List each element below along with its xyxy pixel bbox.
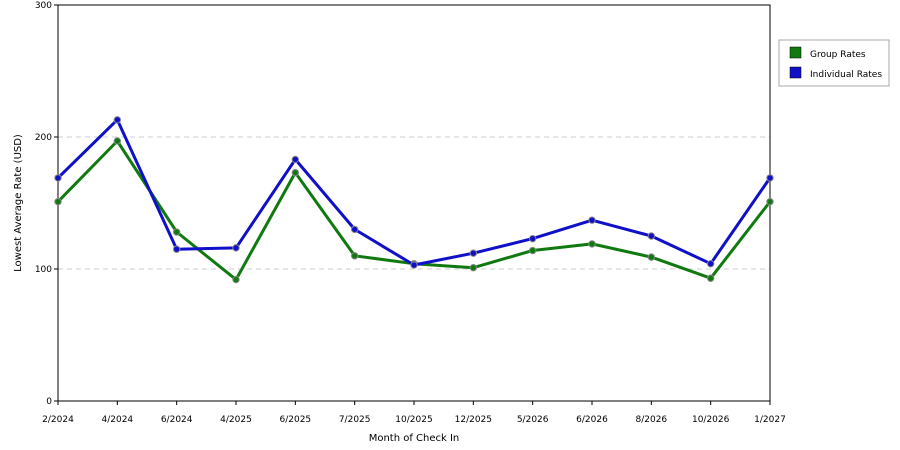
grid-lines xyxy=(58,136,770,270)
x-tick-label: 10/2025 xyxy=(395,415,432,425)
data-point-group-rates xyxy=(647,253,656,261)
x-tick-label: 10/2026 xyxy=(692,415,730,425)
data-point-individual-rates xyxy=(647,232,656,240)
x-tick-label: 6/2026 xyxy=(576,415,608,425)
data-point-individual-rates xyxy=(54,174,62,182)
data-point-group-rates xyxy=(528,246,537,255)
data-point-group-rates xyxy=(706,274,715,282)
x-tick-label: 2/2024 xyxy=(42,415,74,425)
data-point-individual-rates xyxy=(113,116,122,124)
data-point-individual-rates xyxy=(706,260,715,268)
data-point-individual-rates xyxy=(350,225,359,234)
y-tick-label: 0 xyxy=(46,397,52,407)
plot-frame xyxy=(57,4,771,402)
data-series xyxy=(54,116,774,284)
data-point-individual-rates xyxy=(232,244,240,252)
y-tick-label: 300 xyxy=(35,1,52,11)
y-axis-title: Lowest Average Rate (USD) xyxy=(13,134,24,272)
data-point-individual-rates xyxy=(469,249,478,257)
data-point-group-rates xyxy=(588,240,596,248)
legend-swatch-individual-rates xyxy=(789,66,802,79)
series-line-individual-rates xyxy=(56,118,772,267)
x-tick-label: 1/2027 xyxy=(754,415,786,425)
data-point-group-rates xyxy=(232,275,240,284)
x-tick-label: 4/2024 xyxy=(101,415,133,425)
y-tick-label: 100 xyxy=(35,265,52,275)
axes xyxy=(57,4,771,402)
data-point-group-rates xyxy=(172,228,181,236)
x-tick-label: 6/2024 xyxy=(161,415,193,425)
x-tick-label: 4/2025 xyxy=(220,415,252,425)
legend-label-group-rates: Group Rates xyxy=(810,50,866,60)
data-point-group-rates xyxy=(291,168,300,177)
legend-swatch-group-rates xyxy=(789,46,802,59)
y-axis-ticks: 0 100 200 300 xyxy=(35,1,58,407)
data-point-individual-rates xyxy=(766,174,774,182)
series-line-group-rates xyxy=(56,139,772,282)
data-point-individual-rates xyxy=(528,234,537,243)
data-point-individual-rates xyxy=(410,261,418,269)
data-point-group-rates xyxy=(113,137,122,145)
data-point-group-rates xyxy=(350,252,359,260)
x-tick-label: 6/2025 xyxy=(279,415,311,425)
data-point-group-rates xyxy=(54,197,62,206)
series-group-rates xyxy=(54,137,774,284)
x-tick-label: 8/2026 xyxy=(635,415,667,425)
x-tick-label: 5/2026 xyxy=(517,415,549,425)
legend: Group Rates Individual Rates xyxy=(778,39,890,87)
data-point-individual-rates xyxy=(588,216,596,224)
x-axis-title: Month of Check In xyxy=(369,433,460,444)
data-point-individual-rates xyxy=(172,245,181,253)
x-tick-label: 7/2025 xyxy=(339,415,371,425)
y-tick-label: 200 xyxy=(35,133,52,143)
data-point-individual-rates xyxy=(291,155,300,164)
x-tick-label: 12/2025 xyxy=(455,415,492,425)
data-point-group-rates xyxy=(469,263,478,272)
series-individual-rates xyxy=(54,116,774,269)
x-axis-ticks: 2/2024 4/2024 6/2024 4/2025 6/2025 7/2025 10/2… xyxy=(42,401,786,425)
legend-label-individual-rates: Individual Rates xyxy=(810,70,882,80)
data-point-group-rates xyxy=(766,197,774,206)
